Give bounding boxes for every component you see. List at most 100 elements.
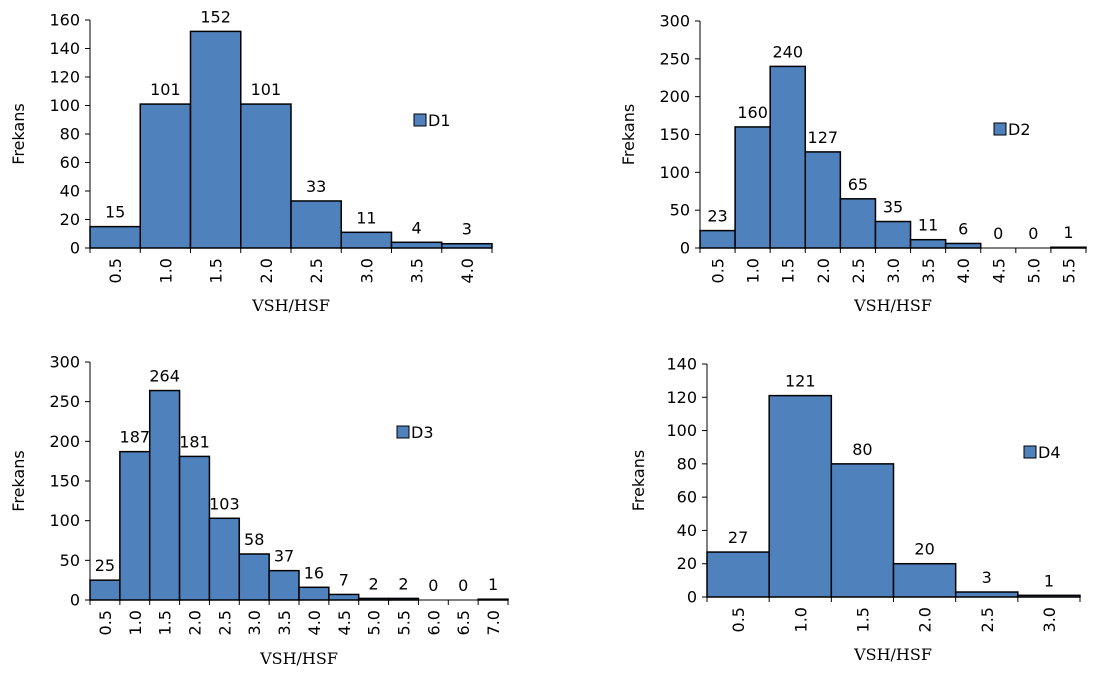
y-tick-label: 160 — [49, 11, 80, 30]
data-label: 11 — [918, 216, 938, 235]
x-tick-label: 1.0 — [156, 258, 175, 283]
y-tick-label: 250 — [49, 392, 80, 411]
x-tick-label: 0.5 — [729, 607, 748, 632]
bar — [874, 220, 912, 249]
x-tick-label: 0.5 — [106, 258, 125, 283]
y-tick-label: 140 — [49, 39, 80, 58]
data-label: 4 — [412, 218, 422, 237]
y-tick-label: 0 — [680, 239, 690, 258]
data-label: 2 — [369, 574, 379, 593]
x-tick-label: 3.0 — [884, 258, 903, 283]
data-label: 11 — [356, 208, 376, 227]
y-tick-label: 100 — [49, 96, 80, 115]
bar — [768, 394, 833, 598]
x-tick-label: 2.0 — [814, 258, 833, 283]
data-label: 101 — [150, 80, 181, 99]
x-axis-title: VSH/HSF — [853, 296, 932, 315]
legend-label: D3 — [411, 423, 434, 442]
data-label: 27 — [728, 528, 748, 547]
y-tick-label: 80 — [677, 454, 697, 473]
bar — [208, 517, 241, 601]
data-label: 20 — [914, 540, 934, 559]
x-tick-label: 2.5 — [978, 607, 997, 632]
legend-swatch — [1023, 445, 1037, 459]
bar — [706, 551, 770, 598]
data-label: 0 — [1028, 224, 1038, 243]
data-label: 80 — [852, 440, 872, 459]
x-tick-label: 1.5 — [207, 258, 226, 283]
x-tick-label: 0.5 — [709, 258, 728, 283]
x-tick-label: 4.5 — [989, 258, 1008, 283]
x-tick-label: 2.0 — [916, 607, 935, 632]
y-axis-title: Frekans — [9, 450, 28, 511]
data-label: 58 — [244, 530, 264, 549]
x-axis-title: VSH/HSF — [259, 649, 338, 668]
bar — [441, 242, 493, 249]
bar — [830, 463, 895, 598]
bar — [240, 103, 292, 249]
bar — [119, 450, 151, 601]
bar — [909, 238, 947, 249]
y-tick-label: 200 — [659, 87, 690, 106]
x-tick-label: 4.0 — [954, 258, 973, 283]
y-axis-title: Frekans — [629, 450, 648, 511]
y-tick-label: 120 — [49, 68, 80, 87]
y-axis-title: Frekans — [619, 104, 638, 165]
data-label: 23 — [707, 207, 727, 226]
data-label: 2 — [398, 574, 408, 593]
x-tick-label: 6.5 — [454, 610, 473, 635]
y-tick-label: 250 — [659, 49, 690, 68]
x-tick-label: 2.0 — [257, 258, 276, 283]
x-tick-label: 7.0 — [484, 610, 503, 635]
data-label: 240 — [772, 42, 803, 61]
y-tick-label: 300 — [49, 353, 80, 372]
y-tick-label: 100 — [659, 163, 690, 182]
y-tick-label: 60 — [60, 153, 80, 172]
y-tick-label: 100 — [666, 421, 697, 440]
y-tick-label: 0 — [70, 239, 80, 258]
data-label: 101 — [251, 80, 282, 99]
bar — [268, 569, 300, 601]
bar — [769, 65, 807, 249]
data-label: 65 — [848, 175, 868, 194]
x-tick-label: 2.0 — [186, 610, 205, 635]
x-tick-label: 4.5 — [335, 610, 354, 635]
bar — [89, 579, 121, 601]
y-tick-label: 100 — [49, 511, 80, 530]
y-tick-label: 20 — [677, 554, 697, 573]
y-tick-label: 20 — [60, 210, 80, 229]
data-label: 1 — [488, 575, 498, 594]
data-label: 1 — [1063, 223, 1073, 242]
bar — [189, 30, 242, 249]
x-tick-label: 5.0 — [1024, 258, 1043, 283]
x-tick-label: 5.0 — [365, 610, 384, 635]
y-tick-label: 40 — [677, 521, 697, 540]
data-label: 15 — [105, 203, 125, 222]
y-tick-label: 300 — [659, 12, 690, 31]
x-tick-label: 1.5 — [156, 610, 175, 635]
data-label: 37 — [274, 547, 294, 566]
chart-d1: 15 101 152 101 33 11 4 3 0 20 40 60 80 100 120 140 160 0.… — [9, 7, 493, 315]
y-tick-label: 80 — [60, 125, 80, 144]
x-tick-label: 0.5 — [96, 610, 115, 635]
x-tick-label: 4.0 — [305, 610, 324, 635]
x-tick-label: 1.0 — [126, 610, 145, 635]
x-tick-label: 1.5 — [779, 258, 798, 283]
legend-label: D1 — [428, 111, 451, 130]
x-tick-label: 2.5 — [307, 258, 326, 283]
bar — [139, 103, 192, 249]
data-label: 127 — [808, 128, 839, 147]
bar — [340, 231, 393, 249]
x-axis-title: VSH/HSF — [853, 645, 932, 664]
bar — [944, 242, 982, 249]
y-axis-title: Frekans — [9, 103, 28, 164]
y-tick-label: 150 — [49, 472, 80, 491]
x-tick-label: 5.5 — [395, 610, 414, 635]
y-tick-label: 0 — [70, 591, 80, 610]
bar — [298, 586, 330, 601]
data-label: 152 — [200, 7, 231, 26]
data-label: 0 — [428, 576, 438, 595]
data-label: 264 — [149, 367, 180, 386]
